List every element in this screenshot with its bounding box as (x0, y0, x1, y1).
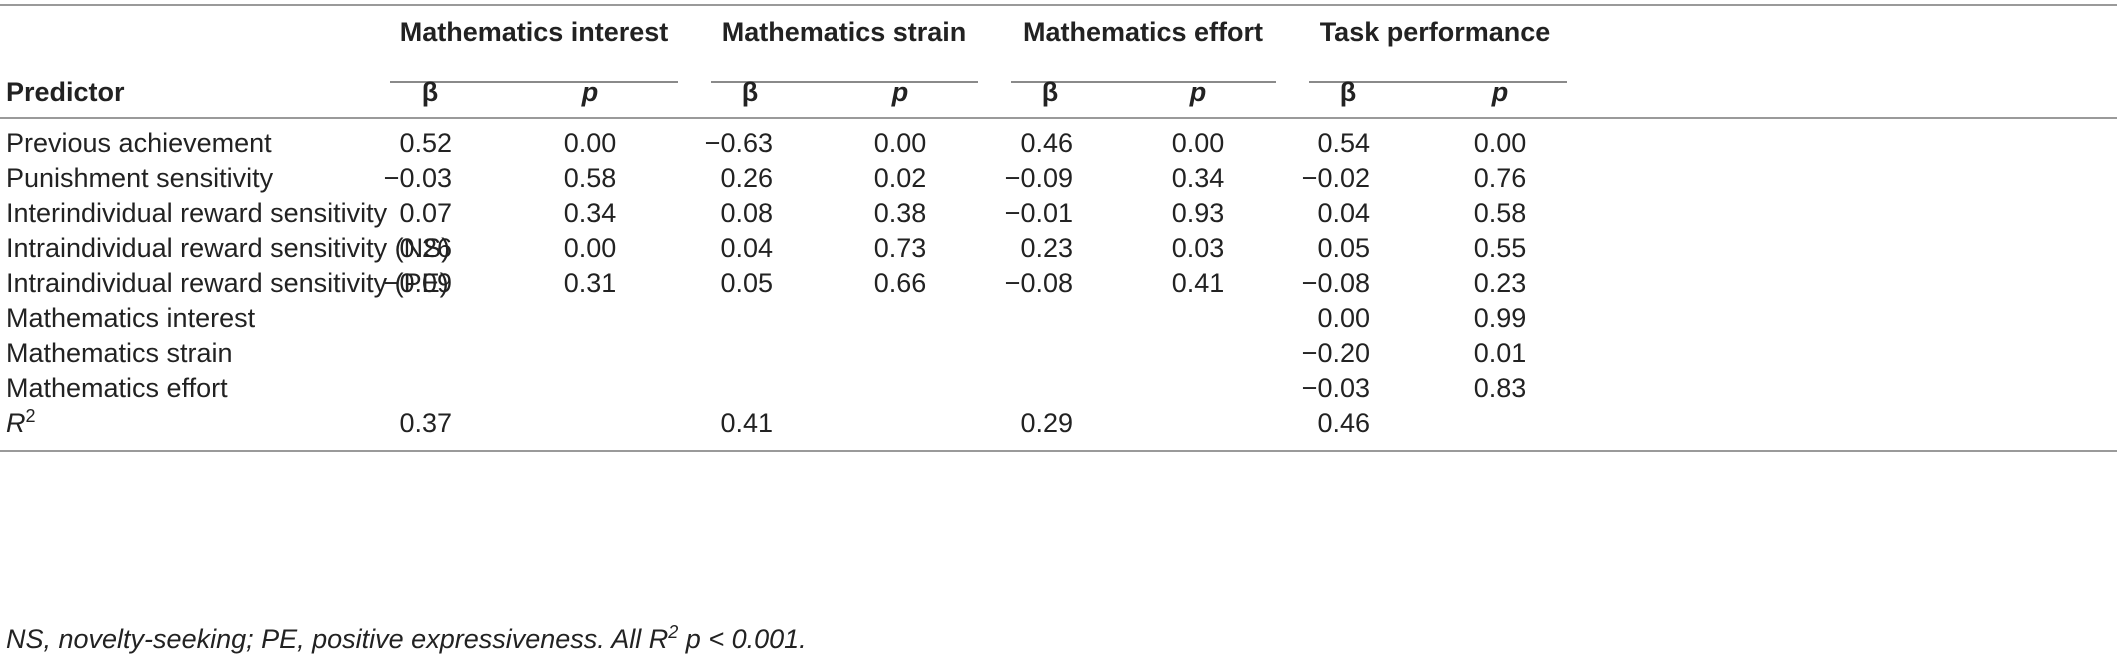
top-rule (0, 4, 2117, 6)
group-underline-interest (390, 81, 678, 83)
p-cell: 0.00 (563, 233, 617, 263)
beta-cell: 0.00 (1317, 303, 1370, 333)
row-label: Mathematics effort (6, 373, 228, 403)
beta-cell: −0.01 (1004, 198, 1073, 228)
beta-cell: 0.54 (1317, 128, 1370, 158)
beta-cell: −0.20 (1301, 338, 1370, 368)
beta-header: β (421, 77, 439, 107)
beta-header: β (741, 77, 759, 107)
p-cell: 0.03 (1171, 233, 1225, 263)
row-label: Interindividual reward sensitivity (6, 198, 388, 228)
p-cell: 0.31 (563, 268, 617, 298)
p-cell: 0.41 (1171, 268, 1225, 298)
p-cell: 0.58 (563, 163, 617, 193)
beta-cell: −0.63 (704, 128, 773, 158)
p-header: p (1491, 77, 1509, 107)
row-label: Mathematics interest (6, 303, 256, 333)
group-header-effort: Mathematics effort (1022, 17, 1264, 47)
bottom-rule (0, 450, 2117, 452)
beta-header: β (1339, 77, 1357, 107)
p-cell: 0.23 (1473, 268, 1527, 298)
beta-cell: −0.03 (383, 163, 452, 193)
beta-cell: 0.26 (399, 233, 452, 263)
p-cell: 0.34 (1171, 163, 1225, 193)
p-cell: 0.66 (873, 268, 927, 298)
beta-cell: −0.09 (383, 268, 452, 298)
header-rule (0, 117, 2117, 119)
beta-cell: 0.04 (720, 233, 773, 263)
r2-cell: 0.41 (720, 408, 773, 438)
p-cell: 0.38 (873, 198, 927, 228)
beta-cell: −0.02 (1301, 163, 1370, 193)
p-cell: 0.73 (873, 233, 927, 263)
beta-cell: −0.09 (1004, 163, 1073, 193)
r2-cell: 0.46 (1317, 408, 1370, 438)
beta-cell: 0.08 (720, 198, 773, 228)
beta-cell: 0.05 (720, 268, 773, 298)
p-cell: 0.00 (873, 128, 927, 158)
p-cell: 0.00 (563, 128, 617, 158)
r2-letter: R (6, 408, 26, 438)
r2-cell: 0.37 (399, 408, 452, 438)
group-header-interest: Mathematics interest (399, 17, 669, 47)
row-label: Previous achievement (6, 128, 272, 158)
p-cell: 0.34 (563, 198, 617, 228)
note-text: NS, novelty-seeking; PE, positive expres… (6, 624, 669, 654)
beta-cell: 0.05 (1317, 233, 1370, 263)
beta-cell: 0.04 (1317, 198, 1370, 228)
group-underline-task (1309, 81, 1567, 83)
note-text-end: p < 0.001. (678, 624, 807, 654)
p-cell: 0.76 (1473, 163, 1527, 193)
row-label: Intraindividual reward sensitivity (PE) (6, 268, 449, 298)
row-label: Intraindividual reward sensitivity (NS) (6, 233, 451, 263)
row-label: Punishment sensitivity (6, 163, 274, 193)
p-header: p (581, 77, 599, 107)
p-cell: 0.00 (1171, 128, 1225, 158)
p-header: p (1189, 77, 1207, 107)
beta-cell: 0.26 (720, 163, 773, 193)
beta-cell: 0.07 (399, 198, 452, 228)
group-header-task: Task performance (1319, 17, 1551, 47)
note-superscript: 2 (668, 622, 679, 642)
beta-cell: −0.03 (1301, 373, 1370, 403)
r2-label: R2 (6, 407, 36, 439)
p-cell: 0.93 (1171, 198, 1225, 228)
r2-cell: 0.29 (1020, 408, 1073, 438)
p-cell: 0.58 (1473, 198, 1527, 228)
p-cell: 0.83 (1473, 373, 1527, 403)
row-label: Mathematics strain (6, 338, 233, 368)
p-cell: 0.02 (873, 163, 927, 193)
p-cell: 0.00 (1473, 128, 1527, 158)
group-header-strain: Mathematics strain (721, 17, 967, 47)
p-cell: 0.99 (1473, 303, 1527, 333)
predictor-header: Predictor (6, 77, 125, 107)
p-header: p (891, 77, 909, 107)
beta-cell: −0.08 (1301, 268, 1370, 298)
beta-cell: 0.23 (1020, 233, 1073, 263)
beta-cell: 0.52 (399, 128, 452, 158)
beta-cell: −0.08 (1004, 268, 1073, 298)
p-cell: 0.55 (1473, 233, 1527, 263)
table-note: NS, novelty-seeking; PE, positive expres… (6, 622, 807, 655)
r2-superscript: 2 (25, 406, 36, 426)
beta-header: β (1041, 77, 1059, 107)
group-underline-strain (711, 81, 978, 83)
beta-cell: 0.46 (1020, 128, 1073, 158)
group-underline-effort (1011, 81, 1276, 83)
p-cell: 0.01 (1473, 338, 1527, 368)
